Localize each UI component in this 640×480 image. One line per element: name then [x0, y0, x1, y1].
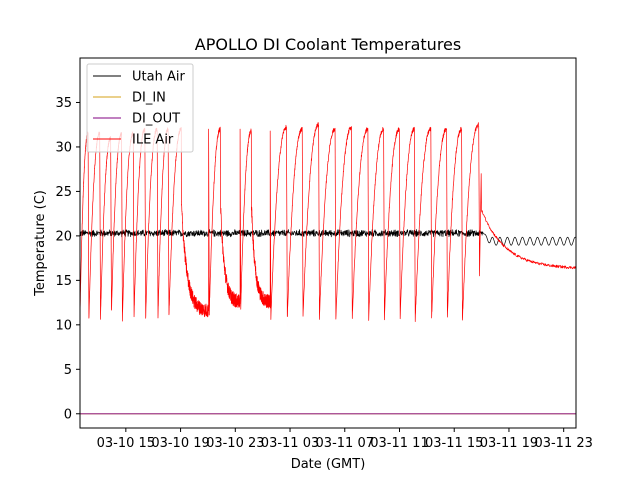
legend-label: DI_IN: [132, 91, 166, 106]
x-tick-label: 03-11 03: [261, 436, 319, 451]
y-tick-label: 20: [55, 229, 72, 244]
y-tick-label: 5: [64, 363, 72, 378]
chart-title: APOLLO DI Coolant Temperatures: [195, 35, 461, 54]
plot-frame: [79, 57, 577, 429]
y-tick-label: 35: [55, 96, 72, 111]
legend-label: Utah Air: [132, 70, 185, 85]
y-axis-ticks: 0 5 10 15 20 25 30 35: [55, 96, 80, 422]
y-tick-label: 0: [64, 407, 72, 422]
y-axis-label: Temperature (C): [33, 190, 48, 297]
legend-label: DI_OUT: [132, 112, 180, 127]
x-tick-label: 03-11 19: [480, 436, 538, 451]
y-tick-label: 30: [55, 140, 72, 155]
x-tick-label: 03-10 15: [97, 436, 155, 451]
legend: Utah Air DI_IN DI_OUT ILE Air: [86, 63, 194, 153]
x-tick-label: 03-10 23: [206, 436, 264, 451]
x-tick-label: 03-11 07: [316, 436, 374, 451]
x-tick-label: 03-11 15: [425, 436, 483, 451]
y-tick-label: 25: [55, 185, 72, 200]
series-line-utah-air: [80, 229, 576, 246]
y-tick-label: 10: [55, 318, 72, 333]
x-tick-label: 03-11 23: [534, 436, 592, 451]
x-tick-label: 03-10 19: [151, 436, 209, 451]
x-axis-label: Date (GMT): [291, 457, 366, 472]
legend-box: [86, 63, 194, 153]
legend-label: ILE Air: [132, 133, 174, 148]
y-tick-label: 15: [55, 274, 72, 289]
x-tick-label: 03-11 11: [370, 436, 428, 451]
